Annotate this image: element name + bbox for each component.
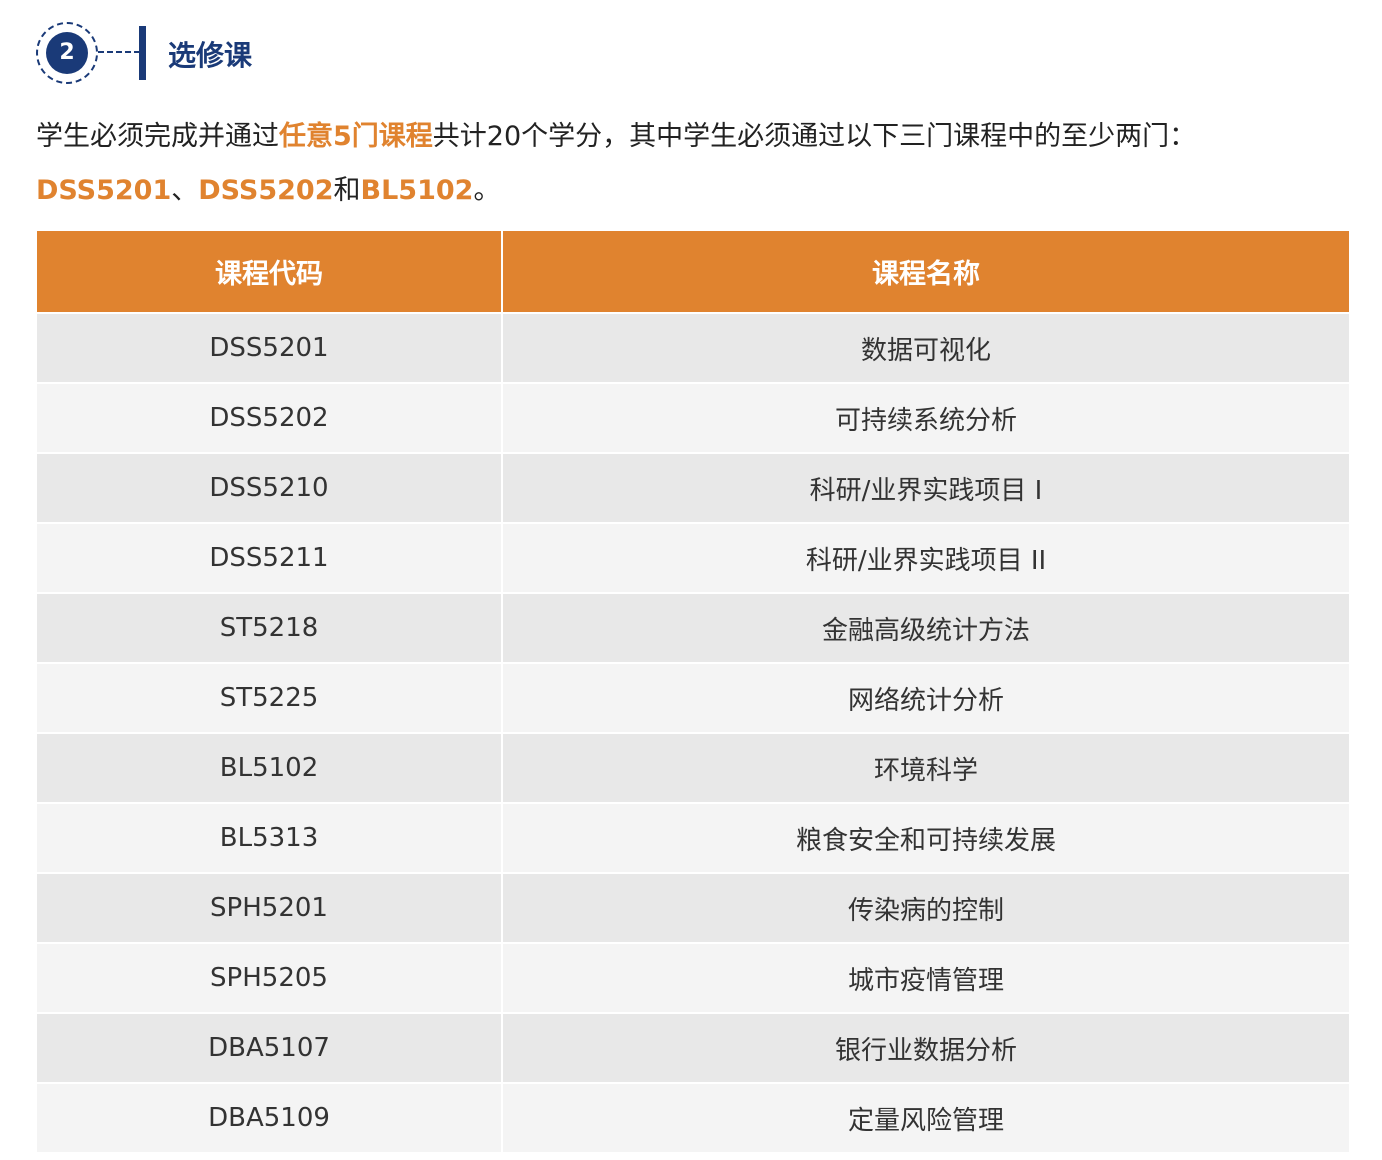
table-row: DSS5201 数据可视化 — [37, 312, 1349, 383]
intro-text: 、 — [171, 175, 199, 206]
course-code: DBA5109 — [37, 1082, 502, 1152]
dashed-connector — [98, 51, 140, 53]
course-name: 金融高级统计方法 — [501, 592, 1349, 663]
header-course-name: 课程名称 — [501, 231, 1349, 313]
course-code: ST5225 — [37, 662, 502, 733]
course-name: 可持续系统分析 — [501, 382, 1349, 453]
course-name: 银行业数据分析 — [501, 1012, 1349, 1083]
course-code: BL5313 — [37, 802, 502, 873]
course-name: 定量风险管理 — [501, 1082, 1349, 1152]
number-badge-ring — [36, 22, 98, 84]
section-header: 2 选修课 — [36, 22, 436, 84]
elective-courses-table: 课程代码 课程名称 DSS5201 数据可视化 DSS5202 可持续系统分析 DSS5… — [37, 231, 1349, 1152]
course-code: DSS5202 — [37, 382, 502, 453]
course-code: DSS5210 — [37, 452, 502, 523]
table-row: SPH5201 传染病的控制 — [37, 872, 1349, 943]
intro-highlight: DSS5202 — [198, 175, 334, 206]
table-row: DBA5109 定量风险管理 — [37, 1082, 1349, 1152]
course-name: 环境科学 — [501, 732, 1349, 803]
intro-highlight: BL5102 — [360, 175, 474, 206]
intro-highlight: DSS5201 — [36, 175, 172, 206]
table-row: SPH5205 城市疫情管理 — [37, 942, 1349, 1013]
intro-text: 和 — [333, 175, 361, 206]
table-header-row: 课程代码 课程名称 — [37, 231, 1349, 313]
table-row: DSS5211 科研/业界实践项目 II — [37, 522, 1349, 593]
intro-paragraph: 学生必须完成并通过任意5门课程共计20个学分，其中学生必须通过以下三门课程中的至… — [36, 110, 1356, 218]
course-name: 城市疫情管理 — [501, 942, 1349, 1013]
course-code: DSS5211 — [37, 522, 502, 593]
course-name: 传染病的控制 — [501, 872, 1349, 943]
course-code: BL5102 — [37, 732, 502, 803]
title-bar-divider — [139, 26, 146, 80]
course-name: 数据可视化 — [501, 312, 1349, 383]
intro-text: 。 — [473, 175, 501, 206]
intro-text: 学生必须完成并通过 — [36, 121, 279, 152]
course-name: 科研/业界实践项目 II — [501, 522, 1349, 593]
course-name: 网络统计分析 — [501, 662, 1349, 733]
intro-highlight: 任意5门课程 — [279, 121, 433, 152]
table-row: DBA5107 银行业数据分析 — [37, 1012, 1349, 1083]
table-row: ST5218 金融高级统计方法 — [37, 592, 1349, 663]
course-code: DSS5201 — [37, 312, 502, 383]
table-row: DSS5210 科研/业界实践项目 I — [37, 452, 1349, 523]
table-row: BL5102 环境科学 — [37, 732, 1349, 803]
table-row: BL5313 粮食安全和可持续发展 — [37, 802, 1349, 873]
course-code: ST5218 — [37, 592, 502, 663]
intro-text: 共计20个学分，其中学生必须通过以下三门课程中的至少两门： — [432, 121, 1197, 152]
course-code: SPH5205 — [37, 942, 502, 1013]
table-row: ST5225 网络统计分析 — [37, 662, 1349, 733]
section-title: 选修课 — [168, 39, 253, 72]
table-row: DSS5202 可持续系统分析 — [37, 382, 1349, 453]
course-name: 粮食安全和可持续发展 — [501, 802, 1349, 873]
course-code: DBA5107 — [37, 1012, 502, 1083]
section-number-badge: 2 — [46, 32, 88, 74]
header-course-code: 课程代码 — [37, 231, 502, 313]
course-code: SPH5201 — [37, 872, 502, 943]
course-name: 科研/业界实践项目 I — [501, 452, 1349, 523]
